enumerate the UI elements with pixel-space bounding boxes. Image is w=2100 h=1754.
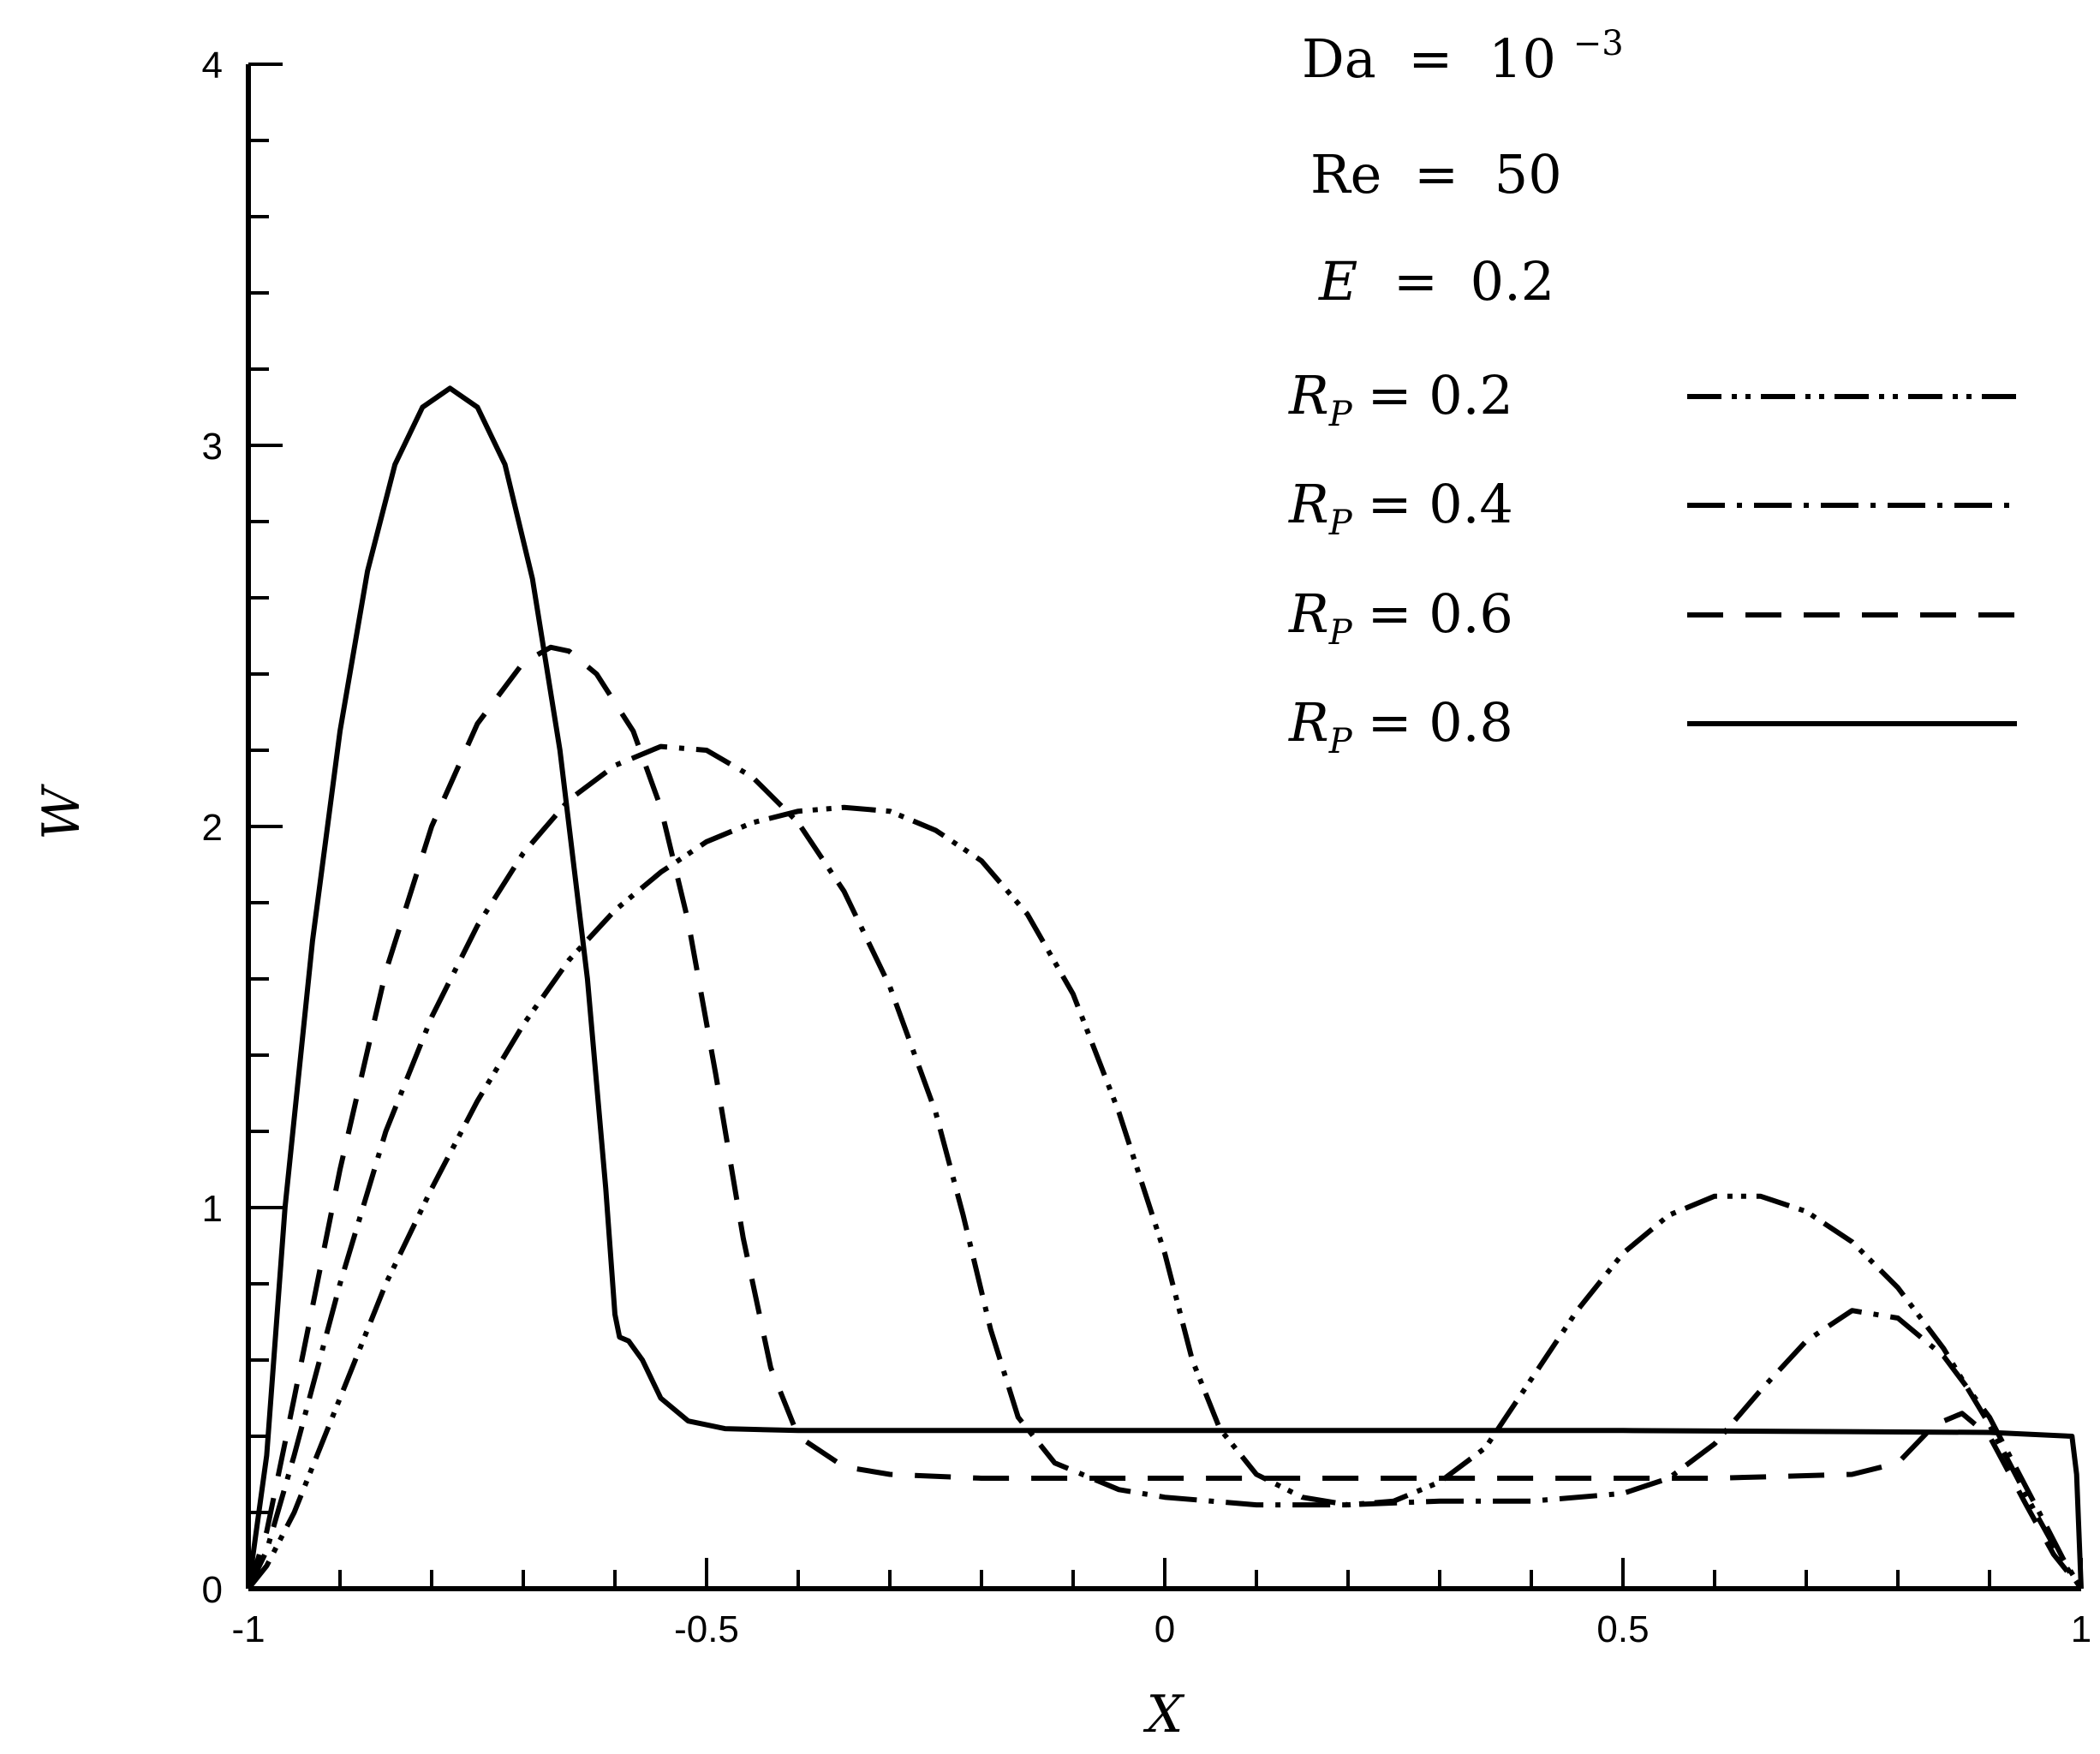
param-da: Da = 10 −3 <box>1302 24 1624 90</box>
series-line-1 <box>246 804 2084 1590</box>
legend-value: = 0.6 <box>1368 582 1513 645</box>
axis-ticks <box>247 63 2083 1590</box>
legend-label-2: RP = 0.4 <box>1288 473 1513 543</box>
legend-label-3: RP = 0.6 <box>1288 582 1513 653</box>
legend-value: = 0.2 <box>1368 364 1513 427</box>
legend-subscript: P <box>1328 613 1353 653</box>
param-re-symbol: Re <box>1310 143 1381 206</box>
param-da-value: 10 <box>1488 27 1556 90</box>
param-e-symbol: E <box>1318 250 1357 313</box>
y-tick-label: 2 <box>202 807 223 849</box>
legend-symbol: R <box>1288 473 1329 535</box>
x-tick-label: -1 <box>231 1608 265 1650</box>
param-e: E = 0.2 <box>1318 250 1554 313</box>
y-tick-label: 4 <box>202 45 223 87</box>
x-tick-label: 0 <box>1154 1608 1175 1650</box>
legend: Da = 10 −3 Re = 50 E = 0.2 RP = 0.2RP = 0.… <box>1288 24 2017 761</box>
y-axis-title: W <box>32 784 92 840</box>
legend-symbol: R <box>1288 691 1329 754</box>
y-tick-label: 1 <box>202 1188 223 1230</box>
series-line-3 <box>246 644 2084 1590</box>
series-line-2 <box>246 743 2084 1590</box>
param-e-value: 0.2 <box>1471 250 1555 313</box>
legend-label-4: RP = 0.8 <box>1288 691 1513 761</box>
param-da-symbol: Da <box>1302 27 1376 90</box>
x-tick-label: -0.5 <box>674 1608 739 1650</box>
legend-label-1: RP = 0.2 <box>1288 364 1513 434</box>
legend-subscript: P <box>1328 722 1353 761</box>
param-da-relation: = <box>1408 27 1453 90</box>
series-layer <box>246 385 2084 1590</box>
series-line-4 <box>246 385 2084 1590</box>
param-e-relation: = <box>1393 250 1438 313</box>
y-tick-label: 3 <box>202 426 223 468</box>
legend-subscript: P <box>1328 395 1353 434</box>
legend-symbol: R <box>1288 582 1329 645</box>
legend-subscript: P <box>1328 504 1353 543</box>
tick-labels: -1 -0.5 0 0.5 1 0 1 2 3 4 <box>202 45 2092 1650</box>
legend-series: RP = 0.2RP = 0.4RP = 0.6RP = 0.8 <box>1288 364 2017 761</box>
param-re-relation: = <box>1414 143 1459 206</box>
x-tick-label: 0.5 <box>1596 1608 1649 1650</box>
param-re-value: 50 <box>1494 143 1562 206</box>
y-tick-label: 0 <box>202 1569 223 1611</box>
legend-value: = 0.8 <box>1368 691 1513 754</box>
legend-value: = 0.4 <box>1368 473 1513 535</box>
param-da-exponent: −3 <box>1573 24 1624 63</box>
x-tick-label: 1 <box>2071 1608 2091 1650</box>
legend-symbol: R <box>1288 364 1329 427</box>
param-re: Re = 50 <box>1310 143 1562 206</box>
x-axis-title: X <box>1143 1685 1185 1745</box>
